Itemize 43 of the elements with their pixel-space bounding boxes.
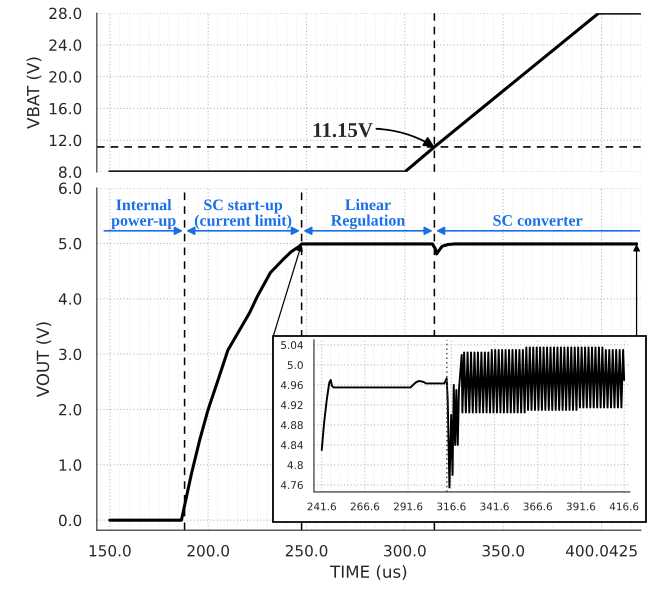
x-tick-label: 366.6 [524, 502, 552, 510]
x-tick-label: 200.0 [187, 544, 230, 557]
y-tick-label: 8.0 [59, 166, 82, 178]
x-tick-label: 341.6 [480, 502, 509, 510]
x-tick-label: 300.0 [384, 544, 426, 557]
y-tick-label: 3.0 [59, 348, 82, 360]
annotation: 11.15V [314, 123, 373, 138]
y-tick-label: 4.76 [280, 481, 303, 490]
annotation: SC converter [493, 215, 582, 226]
x-tick-label: 316.6 [437, 502, 466, 510]
x-tick-label: 416.6 [610, 502, 638, 510]
y-tick-label: 4.92 [280, 401, 302, 410]
y-tick-label: 28.0 [49, 8, 82, 20]
y-tick-label: 20.0 [49, 71, 82, 83]
y-tick-label: 12.0 [50, 134, 82, 146]
y-tick-label: 5.0 [59, 238, 82, 250]
y-tick-label: 0.0 [58, 514, 82, 526]
annotation: Internal power-up [111, 199, 176, 230]
y-tick-label: 1.0 [60, 459, 82, 471]
x-tick-label: 400.0425 [566, 544, 637, 557]
y-tick-label: 5.04 [281, 341, 303, 350]
y-tick-label: 4.88 [280, 421, 303, 430]
y-tick-label: 6.0 [59, 182, 82, 194]
y-tick-label: 4.0 [58, 293, 82, 305]
y-axis-title: VOUT (V) [36, 322, 52, 398]
y-tick-label: 24.0 [49, 39, 82, 51]
x-tick-label: 350.0 [482, 544, 524, 557]
y-tick-label: 4.84 [280, 441, 303, 450]
x-axis-title: TIME (us) [330, 565, 406, 580]
x-tick-label: 291.6 [394, 502, 422, 510]
y-tick-label: 2.0 [59, 404, 82, 416]
annotation: Linear Regulation [330, 198, 406, 230]
y-tick-label: 4.8 [287, 461, 303, 470]
x-tick-label: 150.0 [90, 544, 131, 557]
annotation: SC start-up (current limit) [194, 200, 292, 230]
x-tick-label: 391.6 [566, 502, 596, 510]
x-tick-label: 241.6 [308, 502, 336, 510]
y-tick-label: 4.96 [280, 381, 303, 390]
y-tick-label: 16.0 [50, 102, 82, 114]
x-tick-label: 250.0 [286, 544, 328, 557]
y-axis-title: VBAT (V) [26, 58, 42, 129]
x-tick-label: 266.6 [350, 502, 380, 510]
y-tick-label: 5.0 [288, 361, 303, 370]
